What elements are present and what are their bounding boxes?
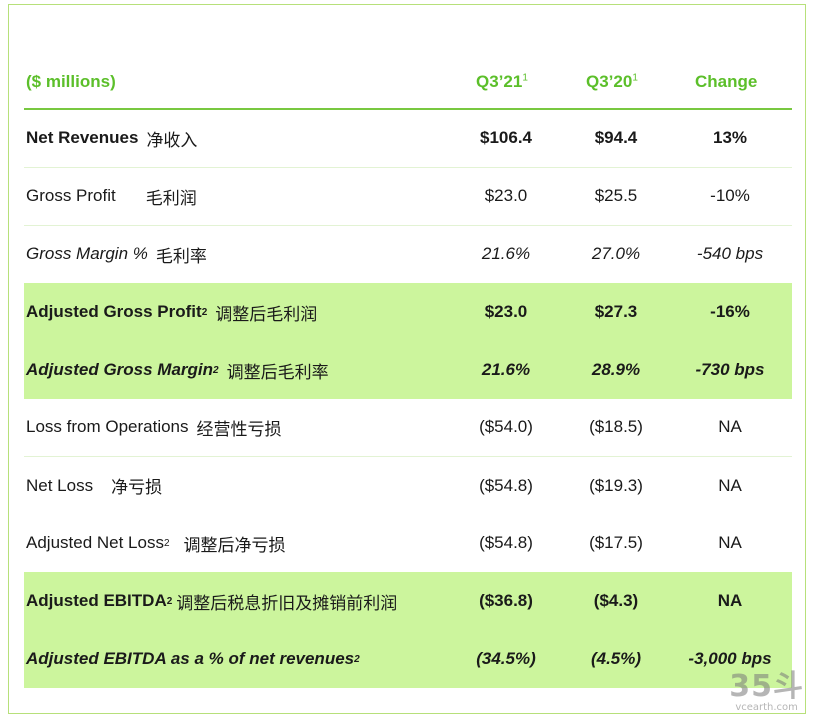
col-q3-20-header: Q3’201 (586, 72, 638, 91)
row-label: Net Revenues 净收入 (26, 128, 198, 151)
row-label: Adjusted EBITDA as a % of net revenues 2 (26, 649, 360, 669)
col-change-header: Change (695, 72, 758, 91)
table-row-loss-from-operations: Loss from Operations 经营性亏损 ($54.0) ($18.5… (24, 399, 792, 457)
value-change: NA (718, 533, 742, 553)
value-change: -730 bps (695, 360, 765, 380)
watermark-text: 35斗 (729, 669, 804, 704)
row-label: Adjusted Gross Profit 2 调整后毛利润 (26, 302, 318, 325)
unit-label: ($ millions) (26, 72, 116, 91)
value-q3-21: ($54.8) (479, 475, 533, 495)
value-q3-20: ($17.5) (589, 533, 643, 553)
table-row-adjusted-gross-margin: Adjusted Gross Margin 2 调整后毛利率 21.6% 28.9%… (24, 341, 792, 399)
value-q3-21: (34.5%) (476, 649, 536, 669)
table-header: ($ millions) Q3’211 Q3’201 Change (24, 64, 792, 110)
value-q3-21: $106.4 (480, 128, 532, 148)
value-q3-20: $94.4 (594, 128, 638, 148)
table-row-net-loss: Net Loss 净亏损 ($54.8) ($19.3) NA (24, 457, 792, 515)
watermark-url: vcearth.com (735, 702, 798, 713)
value-q3-20: (4.5%) (590, 649, 642, 669)
table-row-adjusted-ebitda: Adjusted EBITDA 2 调整后税息折旧及摊销前利润 ($36.8) ($… (24, 572, 792, 631)
col-q3-21-header: Q3’211 (476, 72, 528, 91)
value-q3-20: $27.3 (594, 302, 638, 322)
table-row-adjusted-net-loss: Adjusted Net Loss 2 调整后净亏损 ($54.8) ($17.5)… (24, 515, 792, 573)
table-row-adjusted-ebitda-pct: Adjusted EBITDA as a % of net revenues 2 … (24, 630, 792, 688)
value-q3-21: ($36.8) (479, 591, 533, 611)
value-change: NA (718, 475, 742, 495)
value-q3-21: 21.6% (481, 244, 531, 264)
table-row-gross-profit: Gross Profit 毛利润 $23.0 $25.5 -10% (24, 168, 792, 226)
value-q3-20: ($18.5) (589, 417, 643, 437)
value-q3-21: ($54.0) (479, 417, 533, 437)
value-change: NA (717, 591, 743, 611)
value-q3-21: $23.0 (484, 302, 528, 322)
table-row-net-revenues: Net Revenues 净收入 $106.4 $94.4 13% (24, 110, 792, 168)
value-change: -16% (710, 302, 750, 322)
value-q3-21: 21.6% (481, 360, 531, 380)
table-row-adjusted-gross-profit: Adjusted Gross Profit 2 调整后毛利润 $23.0 $27.3… (24, 283, 792, 342)
row-label: Gross Profit 毛利润 (26, 186, 197, 209)
value-q3-20: 27.0% (591, 244, 641, 264)
row-label: Net Loss 净亏损 (26, 475, 163, 499)
table-row-gross-margin: Gross Margin % 毛利率 21.6% 27.0% -540 bps (24, 226, 792, 284)
watermark-logo: 35斗 vcearth.com (729, 669, 804, 714)
value-change: NA (718, 417, 742, 437)
row-label: Adjusted Gross Margin 2 调整后毛利率 (26, 360, 329, 383)
value-change: -3,000 bps (688, 649, 772, 669)
value-q3-20: 28.9% (591, 360, 641, 380)
value-q3-21: $23.0 (484, 186, 528, 206)
value-change: -10% (710, 186, 750, 206)
financial-table: Net Revenues 净收入 $106.4 $94.4 13% Gross P… (24, 110, 792, 688)
row-label: Adjusted Net Loss 2 调整后净亏损 (26, 533, 286, 556)
row-label: Loss from Operations 经营性亏损 (26, 417, 282, 440)
value-q3-21: ($54.8) (479, 533, 533, 553)
row-label: Gross Margin % 毛利率 (26, 244, 207, 267)
row-label: Adjusted EBITDA 2 调整后税息折旧及摊销前利润 (26, 591, 398, 614)
value-change: -540 bps (696, 244, 764, 264)
value-q3-20: ($19.3) (589, 475, 643, 495)
value-q3-20: ($4.3) (593, 591, 639, 611)
value-q3-20: $25.5 (594, 186, 638, 206)
value-change: 13% (712, 128, 748, 148)
